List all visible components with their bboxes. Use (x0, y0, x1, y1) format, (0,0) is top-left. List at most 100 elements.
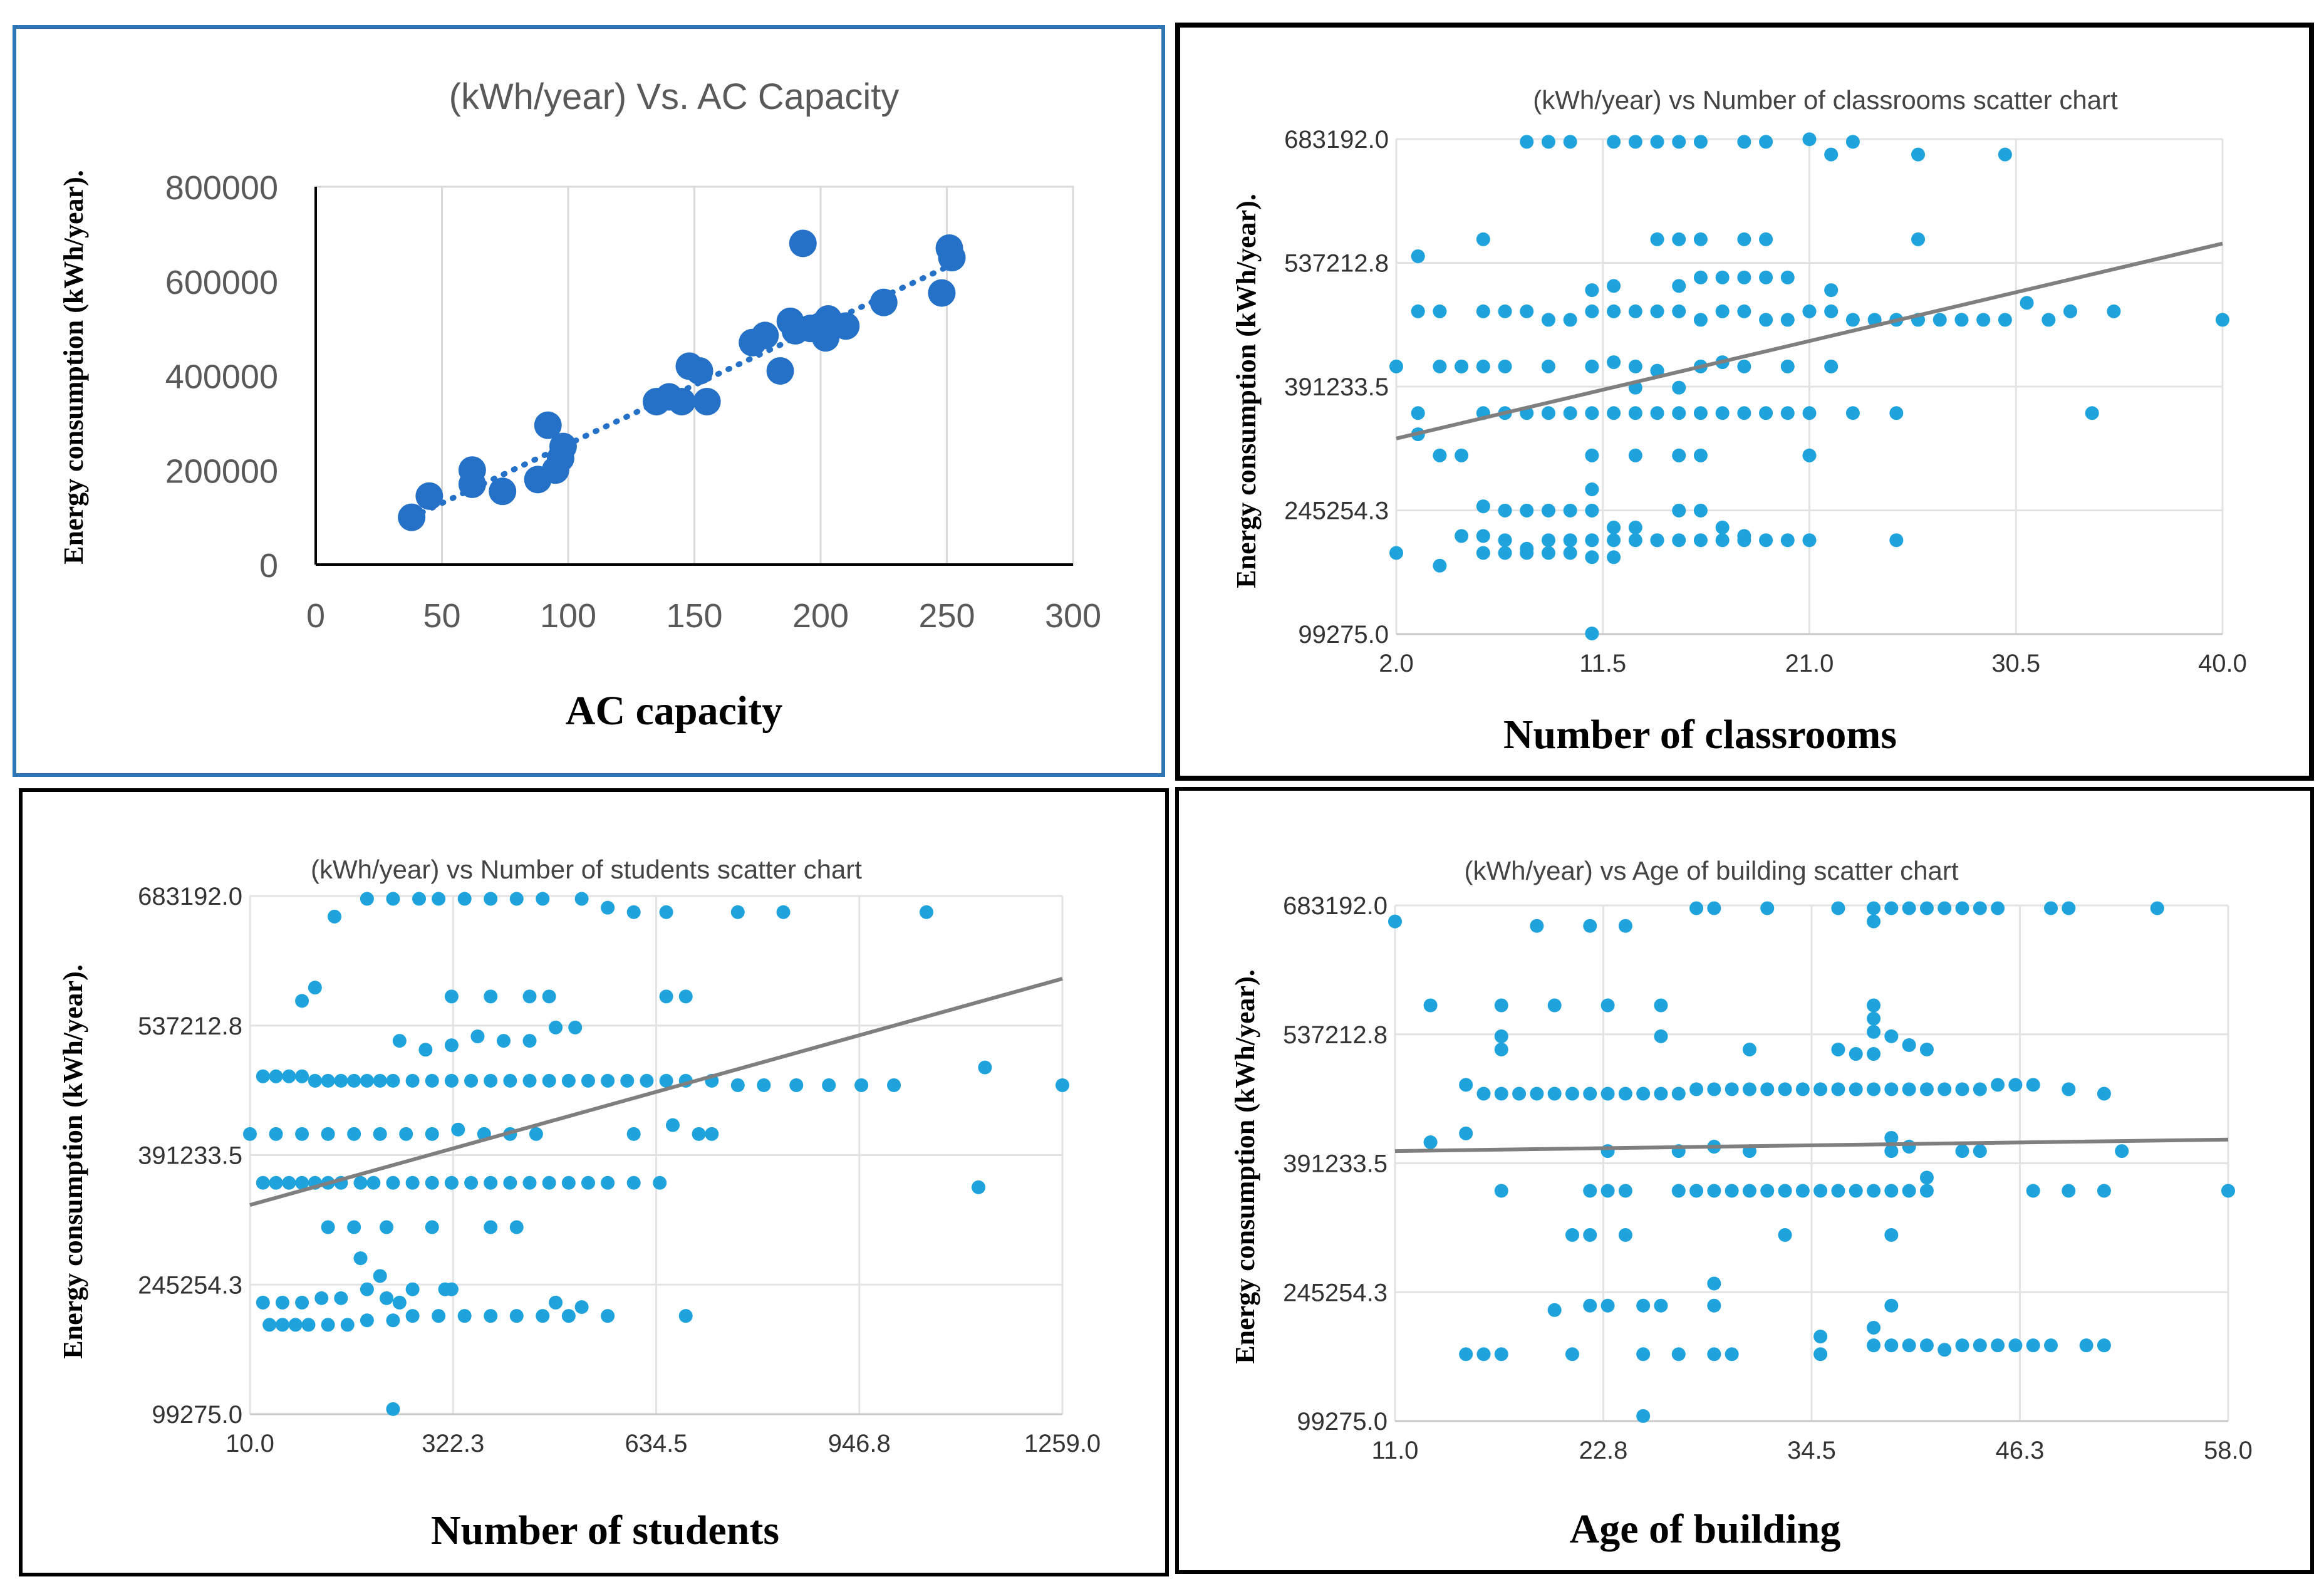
data-point (1433, 359, 1447, 373)
data-point (1563, 406, 1577, 420)
data-point (444, 1175, 459, 1190)
data-point (340, 1318, 355, 1332)
data-point (1884, 1144, 1899, 1159)
data-point (536, 892, 550, 906)
data-point (620, 1073, 635, 1088)
data-point (1973, 901, 1987, 915)
data-point (1715, 270, 1730, 284)
data-point (574, 892, 589, 906)
data-point (1498, 359, 1512, 373)
data-point (282, 1069, 296, 1083)
data-point (1494, 998, 1508, 1013)
data-point (1494, 1043, 1508, 1057)
data-point (1455, 448, 1469, 462)
data-point (1737, 135, 1751, 149)
data-point (659, 989, 673, 1004)
data-point (1671, 1184, 1686, 1198)
data-point (1476, 304, 1490, 318)
data-point (1628, 304, 1642, 318)
data-point (1849, 1184, 1863, 1198)
data-point (928, 279, 956, 307)
data-point (321, 1318, 335, 1332)
y-tick-label: 99275.0 (1298, 621, 1389, 649)
y-tick-label: 391233.5 (1283, 1150, 1388, 1178)
data-point (295, 1175, 309, 1190)
data-point (1693, 533, 1708, 548)
data-point (678, 1309, 693, 1323)
data-point (1541, 503, 1555, 518)
data-point (1813, 1347, 1828, 1362)
data-point (1498, 503, 1512, 518)
data-point (574, 1300, 589, 1315)
data-point (1802, 406, 1817, 420)
data-point (503, 1175, 517, 1190)
data-point (269, 1175, 283, 1190)
y-tick-label: 99275.0 (152, 1401, 242, 1429)
data-point (2063, 304, 2078, 318)
y-tick-label: 245254.3 (1284, 498, 1389, 525)
data-point (386, 1313, 400, 1328)
data-point (1845, 406, 1860, 420)
data-point (1919, 1338, 1934, 1353)
data-point (321, 1220, 335, 1234)
data-point (1672, 135, 1686, 149)
data-point (1459, 1078, 1473, 1092)
data-point (295, 1127, 309, 1141)
data-point (1563, 533, 1577, 548)
data-point (1759, 232, 1773, 246)
data-point (542, 989, 556, 1004)
data-point (1973, 1144, 1987, 1159)
data-point (1650, 135, 1664, 149)
data-point (484, 989, 498, 1004)
data-point (432, 1309, 446, 1323)
data-point (1433, 448, 1447, 462)
data-point (275, 1295, 289, 1310)
data-point (1411, 249, 1425, 263)
y-tick-label: 99275.0 (1297, 1408, 1388, 1435)
data-point (1707, 1184, 1721, 1198)
data-point (601, 1073, 615, 1088)
data-point (360, 892, 374, 906)
data-point (347, 1073, 361, 1088)
data-point (1689, 901, 1704, 915)
data-point (1954, 313, 1969, 327)
data-point (2026, 1184, 2040, 1198)
data-point (581, 1073, 595, 1088)
y-tick-label: 600000 (165, 264, 278, 301)
data-point (1618, 1086, 1632, 1101)
data-point (295, 994, 309, 1008)
data-point (730, 905, 745, 919)
data-point (887, 1078, 901, 1092)
data-point (1707, 901, 1721, 915)
x-tick-label: 300 (1045, 597, 1101, 635)
data-point (2062, 901, 2076, 915)
data-point (1476, 546, 1490, 560)
x-tick-label: 50 (423, 597, 460, 635)
data-point (1831, 1184, 1845, 1198)
data-point (1802, 533, 1817, 548)
data-point (1388, 914, 1402, 929)
x-tick-label: 21.0 (1785, 650, 1834, 677)
x-tick-label: 150 (666, 597, 722, 635)
data-point (1607, 406, 1621, 420)
data-point (347, 1220, 361, 1234)
x-tick-label: 30.5 (1991, 650, 2040, 677)
data-point (334, 1073, 348, 1088)
data-point (308, 1073, 322, 1088)
data-point (522, 1034, 537, 1048)
data-point (269, 1127, 283, 1141)
data-point (1824, 359, 1839, 373)
data-point (1672, 533, 1686, 548)
data-point (1585, 304, 1599, 318)
data-point (1884, 901, 1899, 915)
data-point (1849, 1047, 1863, 1061)
data-point (386, 892, 400, 906)
data-point (1672, 503, 1686, 518)
data-point (1867, 1184, 1881, 1198)
data-point (1476, 359, 1490, 373)
data-point (2085, 406, 2099, 420)
data-point (386, 1402, 400, 1416)
data-point (1991, 1338, 2005, 1353)
x-tick-label: 11.5 (1579, 650, 1626, 677)
data-point (1672, 380, 1686, 395)
